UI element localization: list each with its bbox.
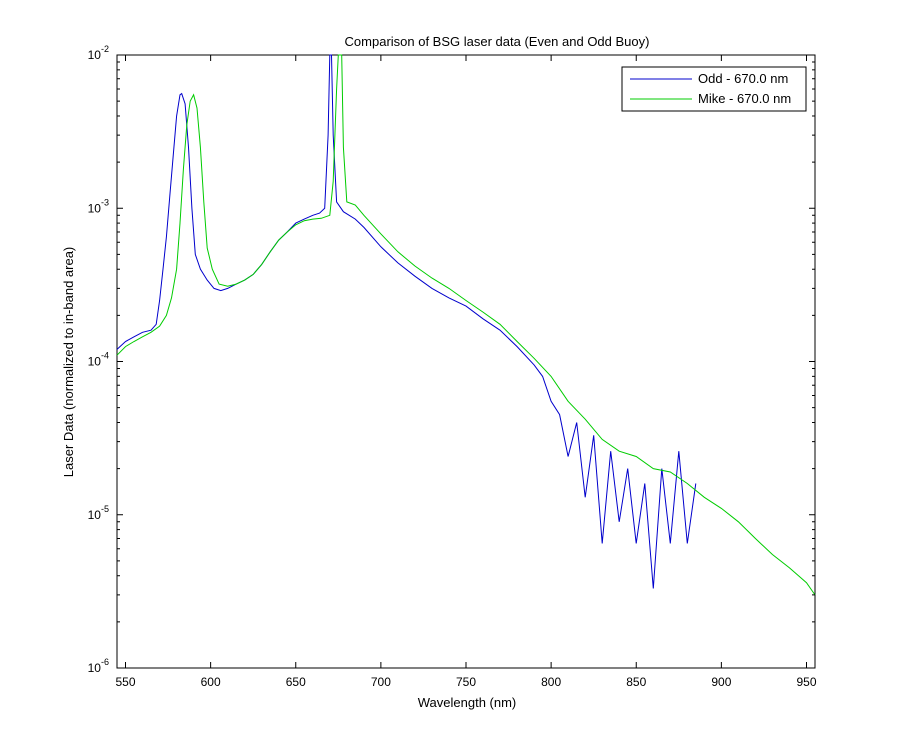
x-axis-label: Wavelength (nm) xyxy=(418,695,517,710)
y-tick-label: 10-5 xyxy=(88,504,109,522)
legend-label: Odd - 670.0 nm xyxy=(698,71,788,86)
legend-label: Mike - 670.0 nm xyxy=(698,91,791,106)
series-layer xyxy=(116,54,816,596)
plot-area: 550 600 650 700 750 800 850 900 950 10-2 10-3 10-4… xyxy=(88,44,817,689)
x-tick-label: 700 xyxy=(371,675,391,689)
axes-frame xyxy=(116,54,816,669)
y-tick-label: 10-2 xyxy=(88,44,109,62)
legend-box xyxy=(621,66,807,112)
x-tick-label: 750 xyxy=(456,675,476,689)
x-tick-label: 950 xyxy=(796,675,816,689)
chart-title: Comparison of BSG laser data (Even and O… xyxy=(345,34,650,49)
y-tick-label: 10-6 xyxy=(88,657,109,675)
x-tick-label: 650 xyxy=(286,675,306,689)
x-tick-label: 800 xyxy=(541,675,561,689)
y-tick-label: 10-4 xyxy=(88,351,109,369)
series-line-odd xyxy=(116,54,697,589)
legend: Odd - 670.0 nm Mike - 670.0 nm xyxy=(621,66,807,112)
x-tick-label: 550 xyxy=(115,675,135,689)
y-tick-label: 10-3 xyxy=(88,197,109,215)
y-axis-label: Laser Data (normalized to in-band area) xyxy=(61,247,76,478)
series-line-mike xyxy=(116,54,816,596)
x-tick-label: 850 xyxy=(626,675,646,689)
x-tick-label: 900 xyxy=(711,675,731,689)
x-axis-ticks: 550 600 650 700 750 800 850 900 950 xyxy=(115,55,817,689)
x-tick-label: 600 xyxy=(201,675,221,689)
y-axis-ticks: 10-2 10-3 10-4 10-5 10-6 xyxy=(88,44,815,675)
